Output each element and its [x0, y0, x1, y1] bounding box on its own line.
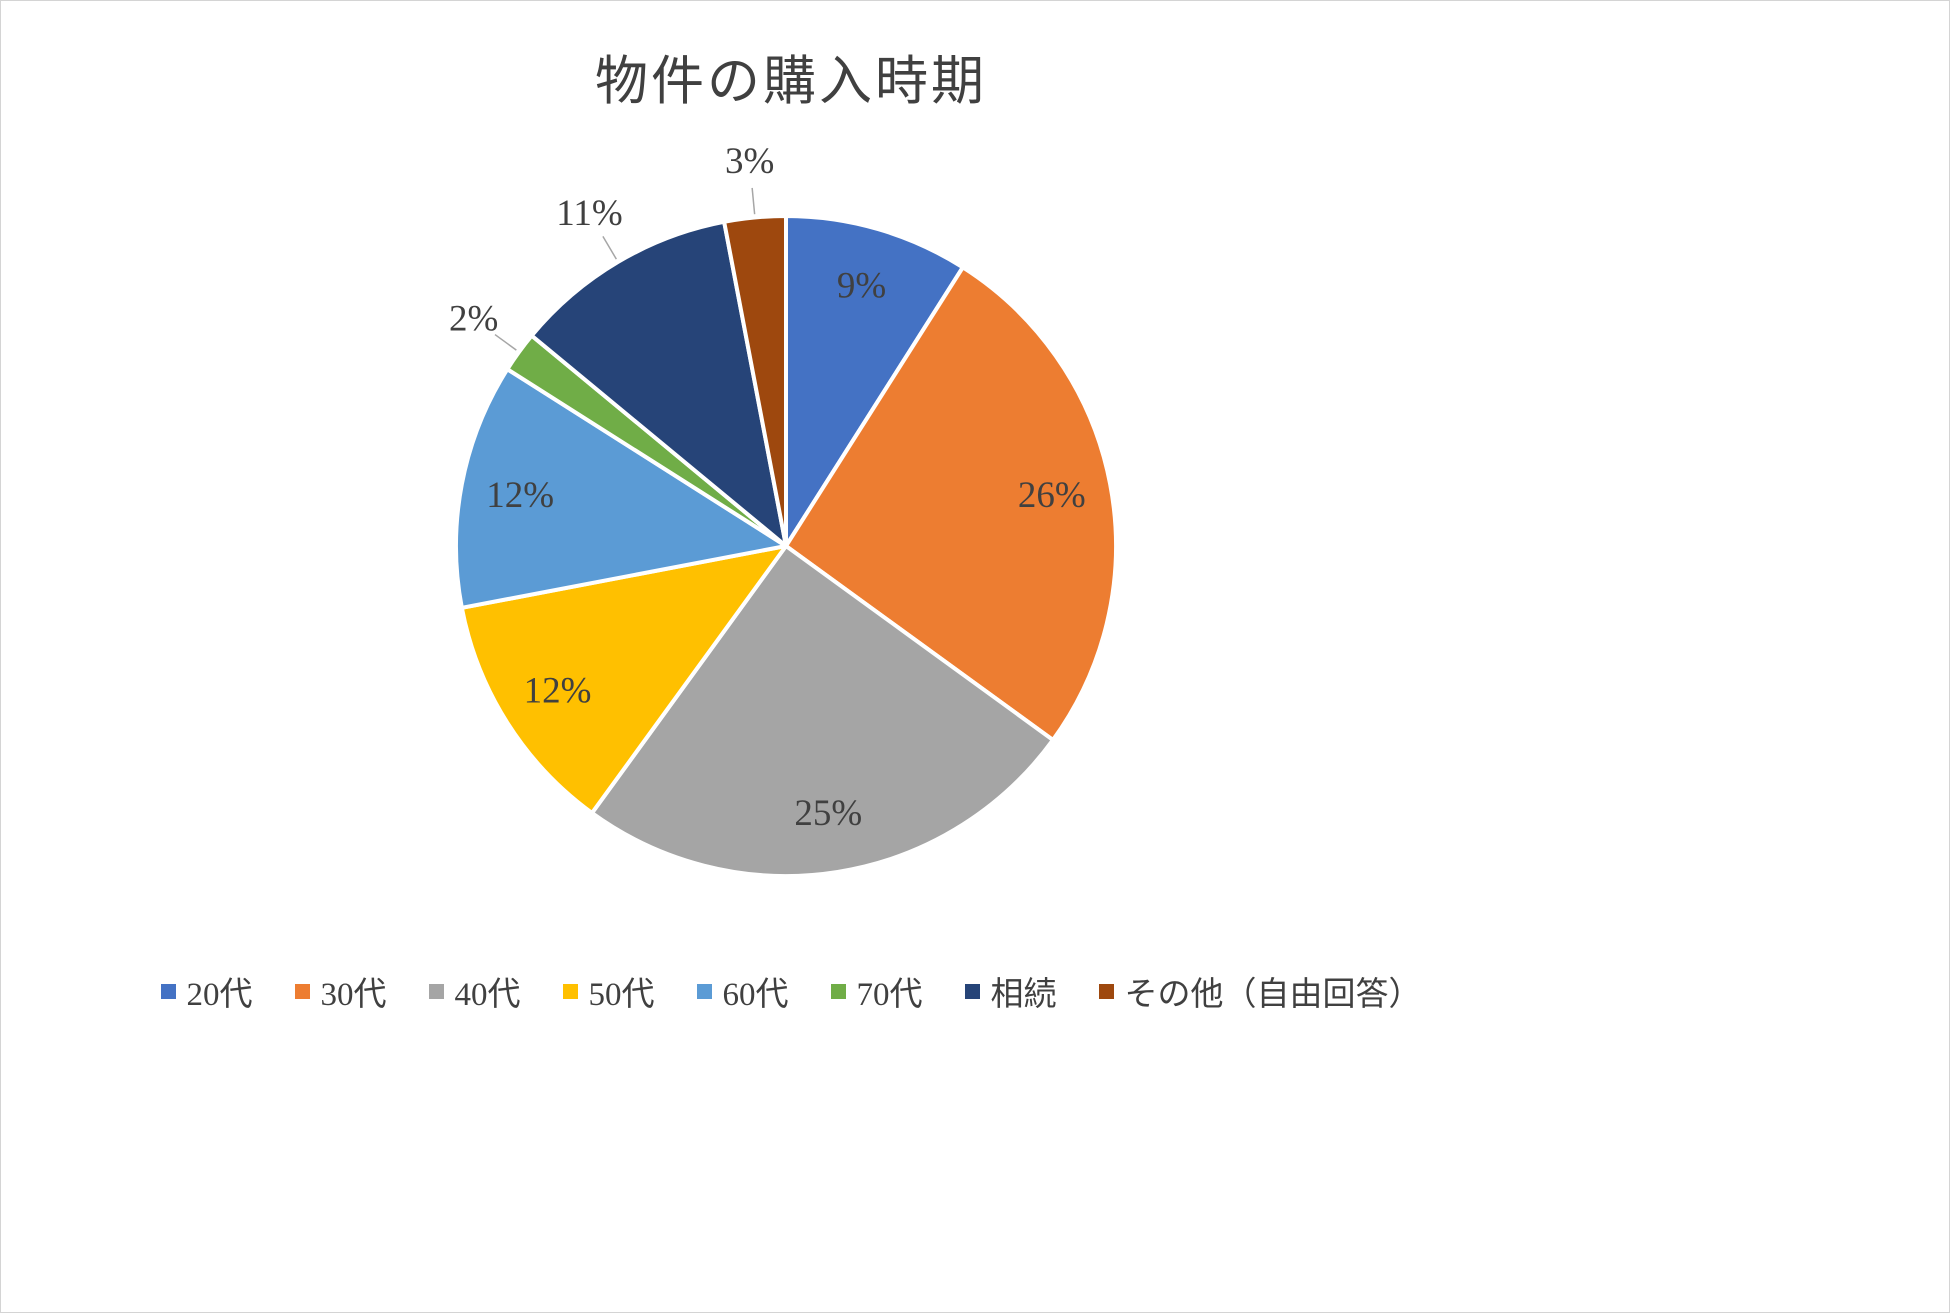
legend-item-5: 70代 — [830, 967, 923, 1015]
legend-marker — [294, 983, 310, 999]
pie-slice-4 — [454, 367, 788, 610]
data-label: 26% — [1018, 475, 1086, 516]
pie-chart: 9% 26% 25% 12% 12% 2% 11% 3% — [449, 141, 1118, 879]
pie-slice-0 — [784, 214, 965, 548]
legend-label: 50代 — [588, 977, 655, 1013]
chart-title: 物件の購入時期 — [595, 53, 987, 111]
legend-label: 40代 — [454, 977, 521, 1013]
legend-label: 相続 — [990, 977, 1057, 1013]
legend-item-7: その他（自由回答） — [1098, 967, 1422, 1015]
chart-legend: 20代 30代 40代 50代 60代 70代 相続 その他（自由回答） — [1, 967, 1581, 1015]
legend-item-4: 60代 — [696, 967, 789, 1015]
pie-slice-1 — [784, 265, 1118, 742]
leader-line — [602, 236, 617, 260]
data-label: 25% — [794, 793, 862, 834]
legend-marker — [160, 983, 176, 999]
legend-marker — [428, 983, 444, 999]
legend-marker — [1098, 983, 1114, 999]
leader-line — [494, 333, 517, 351]
legend-marker — [696, 983, 712, 999]
legend-label: 70代 — [856, 977, 923, 1013]
pie-slice-3 — [459, 544, 788, 815]
legend-label: 30代 — [320, 977, 387, 1013]
legend-label: 60代 — [722, 977, 789, 1013]
legend-item-3: 50代 — [562, 967, 655, 1015]
legend-label: 20代 — [186, 977, 253, 1013]
data-label: 11% — [556, 193, 622, 234]
data-label: 3% — [725, 141, 774, 182]
legend-item-1: 30代 — [294, 967, 387, 1015]
data-label: 2% — [449, 299, 498, 340]
pie-slice-7 — [722, 214, 788, 548]
data-label: 12% — [524, 670, 592, 711]
legend-marker — [562, 983, 578, 999]
data-label: 9% — [837, 266, 886, 307]
data-label: 12% — [486, 475, 554, 516]
legend-item-2: 40代 — [428, 967, 521, 1015]
leader-line — [751, 187, 756, 215]
legend-marker — [830, 983, 846, 999]
pie-slice-6 — [529, 219, 788, 548]
legend-label: その他（自由回答） — [1124, 977, 1422, 1013]
legend-item-0: 20代 — [160, 967, 253, 1015]
pie-slice-2 — [590, 544, 1055, 879]
legend-marker — [964, 983, 980, 999]
legend-item-6: 相続 — [964, 967, 1057, 1015]
